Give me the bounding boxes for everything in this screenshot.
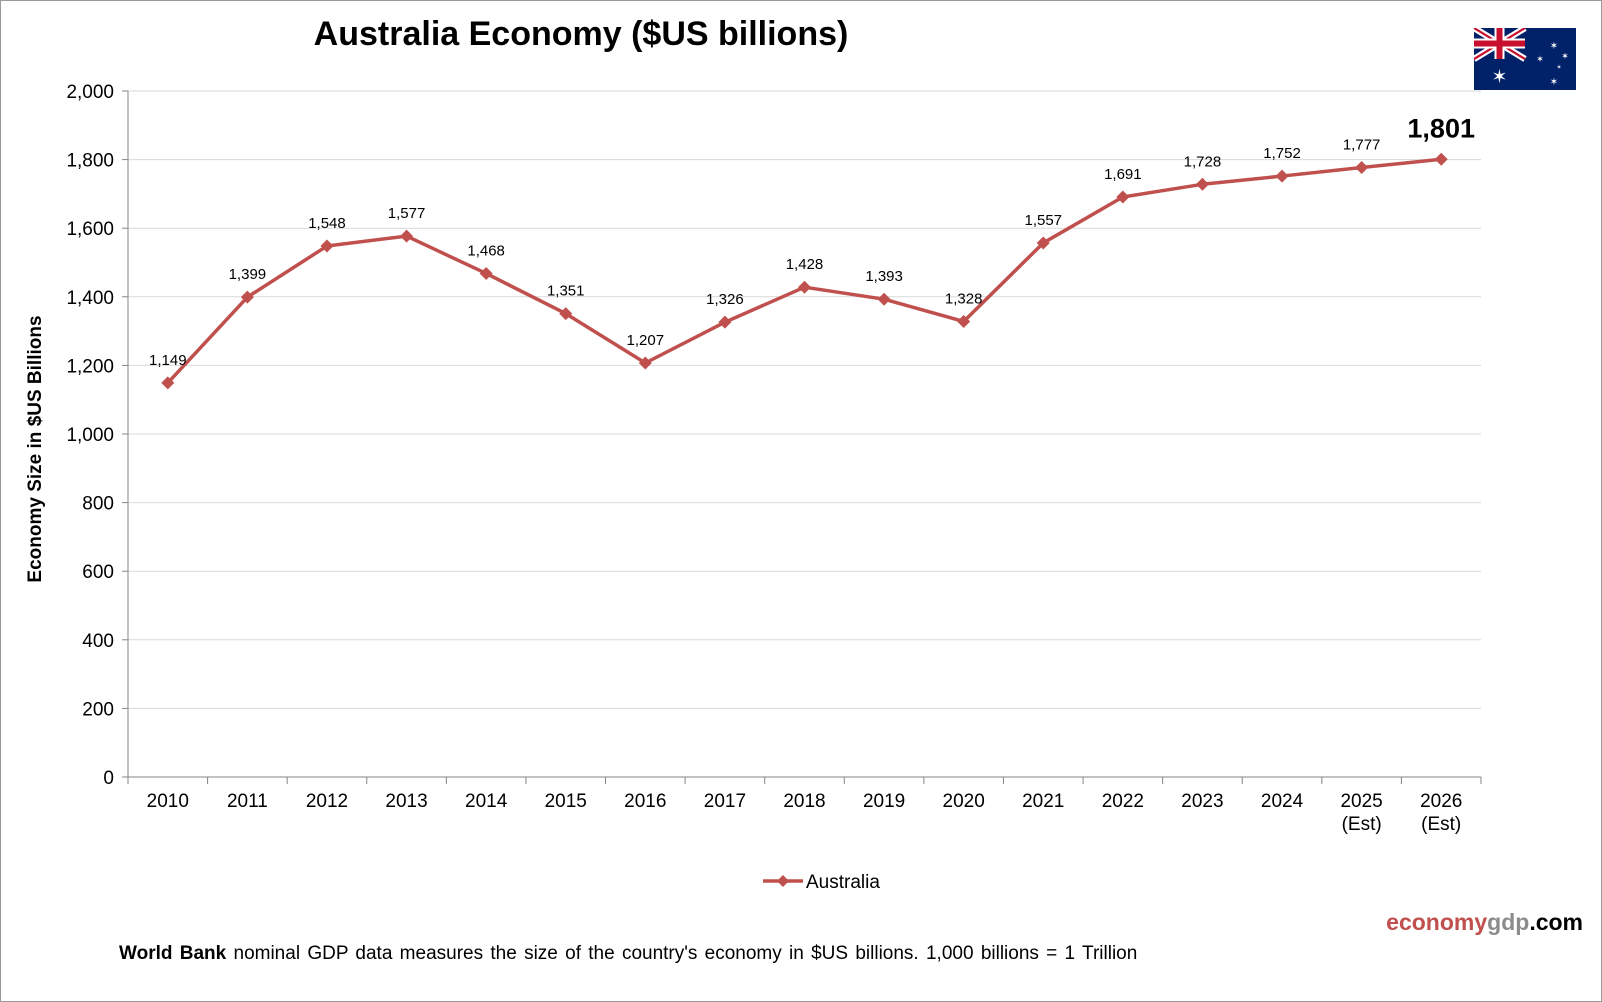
legend: Australia (763, 872, 880, 893)
chart-title: Australia Economy ($US billions) (313, 15, 849, 53)
data-point (559, 307, 573, 321)
svg-text:✶: ✶ (1550, 77, 1558, 88)
data-point (479, 266, 493, 280)
brand-part-economy: economy (1386, 909, 1488, 935)
x-tick-label: 2014 (465, 791, 508, 812)
x-tick-label: 2015 (545, 791, 587, 812)
x-tick-label: 2013 (385, 791, 427, 812)
y-tick-label: 1,000 (66, 425, 114, 446)
x-tick-label: (Est) (1421, 814, 1461, 835)
gridlines (128, 90, 1481, 709)
y-tick-label: 1,400 (66, 288, 114, 309)
footnote-text: nominal GDP data measures the size of th… (226, 943, 1138, 964)
x-tick-label: 2019 (863, 791, 905, 812)
data-point (877, 292, 891, 306)
x-tick-label: 2010 (147, 791, 189, 812)
data-label: 1,548 (308, 215, 346, 232)
data-labels: 1,149 1,399 1,548 1,577 1,468 1,351 1,207 1,326… (149, 113, 1475, 369)
axes (122, 90, 1482, 784)
data-point (718, 315, 732, 329)
svg-text:✶: ✶ (1561, 52, 1569, 62)
data-label: 1,399 (229, 266, 267, 283)
y-tick-label: 800 (82, 494, 114, 515)
x-tick-label: 2021 (1022, 791, 1064, 812)
data-label: 1,468 (467, 242, 505, 259)
data-label: 1,207 (627, 332, 665, 349)
y-tick-label: 1,200 (66, 356, 114, 377)
data-label: 1,428 (786, 256, 824, 273)
y-axis-label: Economy Size in $US Billions (25, 315, 46, 582)
data-label: 1,149 (149, 352, 187, 369)
footnote: World Bank nominal GDP data measures the… (119, 943, 1137, 965)
data-point (798, 280, 811, 294)
svg-text:✶: ✶ (1492, 66, 1508, 88)
data-point (957, 314, 971, 328)
x-tick-label: 2023 (1181, 791, 1223, 812)
y-tick-label: 600 (82, 562, 114, 583)
y-tick-labels: 0 200 400 600 800 1,000 1,200 1,400 1,600 1,800 2,… (66, 82, 114, 789)
data-label: 1,801 (1407, 113, 1475, 143)
data-point (1036, 236, 1050, 250)
australia-flag-icon: ✶ ✶ ✶ ✶ ✶ ✶ (1474, 28, 1576, 90)
brand-watermark: economygdp.com (1386, 909, 1583, 936)
y-tick-label: 400 (82, 631, 114, 652)
data-label: 1,691 (1104, 166, 1142, 183)
svg-text:✶: ✶ (1536, 55, 1544, 65)
data-label: 1,728 (1184, 153, 1222, 170)
y-tick-label: 200 (82, 699, 114, 720)
data-label: 1,777 (1343, 136, 1381, 153)
data-point (240, 290, 254, 304)
x-tick-label: 2026 (1420, 791, 1462, 812)
x-tick-label: 2022 (1102, 791, 1144, 812)
data-point (400, 229, 414, 243)
x-tick-label: 2017 (704, 791, 746, 812)
x-tick-label: 2025 (1340, 791, 1382, 812)
data-point (161, 376, 175, 390)
data-point (1116, 190, 1130, 204)
data-point (1355, 160, 1369, 174)
x-tick-label: 2024 (1261, 791, 1304, 812)
legend-marker (777, 875, 789, 887)
x-tick-label: 2020 (943, 791, 985, 812)
x-tick-label: (Est) (1342, 814, 1382, 835)
data-label: 1,326 (706, 291, 744, 308)
y-tick-label: 2,000 (66, 82, 114, 103)
x-tick-label: 2016 (624, 791, 666, 812)
data-label: 1,393 (865, 268, 903, 285)
legend-label: Australia (806, 872, 880, 893)
data-label: 1,351 (547, 283, 585, 300)
series-australia (161, 152, 1448, 390)
footnote-source: World Bank (119, 943, 227, 964)
x-tick-labels: 2010 2011 2012 2013 2014 2015 2016 2017 2018 2019… (147, 791, 1463, 835)
y-tick-label: 0 (103, 768, 114, 789)
brand-part-com: .com (1529, 909, 1583, 935)
y-tick-label: 1,600 (66, 219, 114, 240)
svg-text:✶: ✶ (1550, 41, 1558, 52)
x-tick-label: 2011 (227, 791, 268, 812)
data-label: 1,328 (945, 290, 983, 307)
y-tick-label: 1,800 (66, 151, 114, 172)
x-tick-label: 2018 (783, 791, 825, 812)
svg-text:✶: ✶ (1556, 64, 1561, 71)
brand-part-gdp: gdp (1487, 909, 1530, 935)
data-point (638, 356, 652, 370)
data-label: 1,577 (388, 205, 426, 222)
data-label: 1,557 (1024, 212, 1062, 229)
data-point (1195, 177, 1209, 191)
data-point (1275, 169, 1289, 183)
data-point (1434, 152, 1448, 166)
data-label: 1,752 (1263, 145, 1301, 162)
data-point (320, 239, 334, 253)
x-tick-label: 2012 (306, 791, 348, 812)
